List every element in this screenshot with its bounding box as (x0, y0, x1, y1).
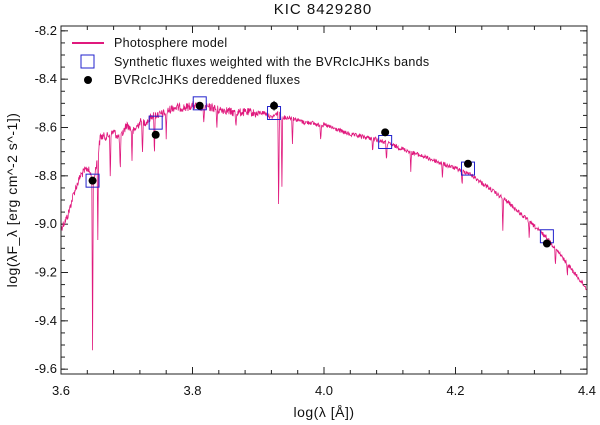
x-tick-label: 4.4 (578, 383, 596, 398)
dereddened-flux-point (542, 239, 551, 248)
y-tick-label: -8.4 (35, 71, 57, 86)
x-tick-label: 4.2 (446, 383, 464, 398)
legend-label-dereddened: BVRcIcJHKs dereddened fluxes (114, 73, 300, 87)
synthetic-flux-square (148, 115, 163, 130)
legend-label-model: Photosphere model (114, 36, 228, 50)
photosphere-model-line (61, 100, 587, 351)
y-tick-label: -9.4 (35, 313, 57, 328)
dereddened-flux-point (270, 101, 279, 110)
flux-markers (85, 96, 554, 248)
y-tick-label: -8.6 (35, 120, 57, 135)
y-tick-label: -9.6 (35, 361, 57, 376)
legend: Photosphere model Synthetic fluxes weigh… (72, 36, 429, 87)
dereddened-flux-point (195, 101, 204, 110)
x-tick-label: 3.8 (183, 383, 201, 398)
legend-square-swatch (80, 54, 95, 69)
y-tick-label: -8.8 (35, 168, 57, 183)
dereddened-flux-point (463, 159, 472, 168)
y-tick-label: -9.2 (35, 265, 57, 280)
legend-label-synthetic: Synthetic fluxes weighted with the BVRcI… (114, 55, 429, 69)
photosphere-model-path (61, 100, 587, 351)
dereddened-flux-point (88, 176, 97, 185)
synthetic-flux-square (85, 173, 100, 188)
x-axis-label: log(λ [Å]) (293, 404, 354, 420)
x-tick-label: 4.0 (315, 383, 333, 398)
legend-circle-swatch (84, 76, 92, 84)
plot-frame (60, 25, 588, 375)
y-tick-label: -9.0 (35, 216, 57, 231)
dereddened-flux-point (381, 128, 390, 137)
chart-title: KIC 8429280 (274, 1, 373, 18)
axis-ticks: 3.6 3.8 4.0 4.2 4.4 -8.2 -8.4 -8.6 -8.8 -9.0 -9.2 -… (35, 23, 596, 398)
dereddened-flux-point (151, 130, 160, 139)
synthetic-flux-square (192, 96, 207, 111)
x-tick-label: 3.6 (52, 383, 70, 398)
y-tick-label: -8.2 (35, 23, 57, 38)
y-axis-label: log(λF_λ [erg cm^-2 s^-1]) (4, 113, 20, 288)
